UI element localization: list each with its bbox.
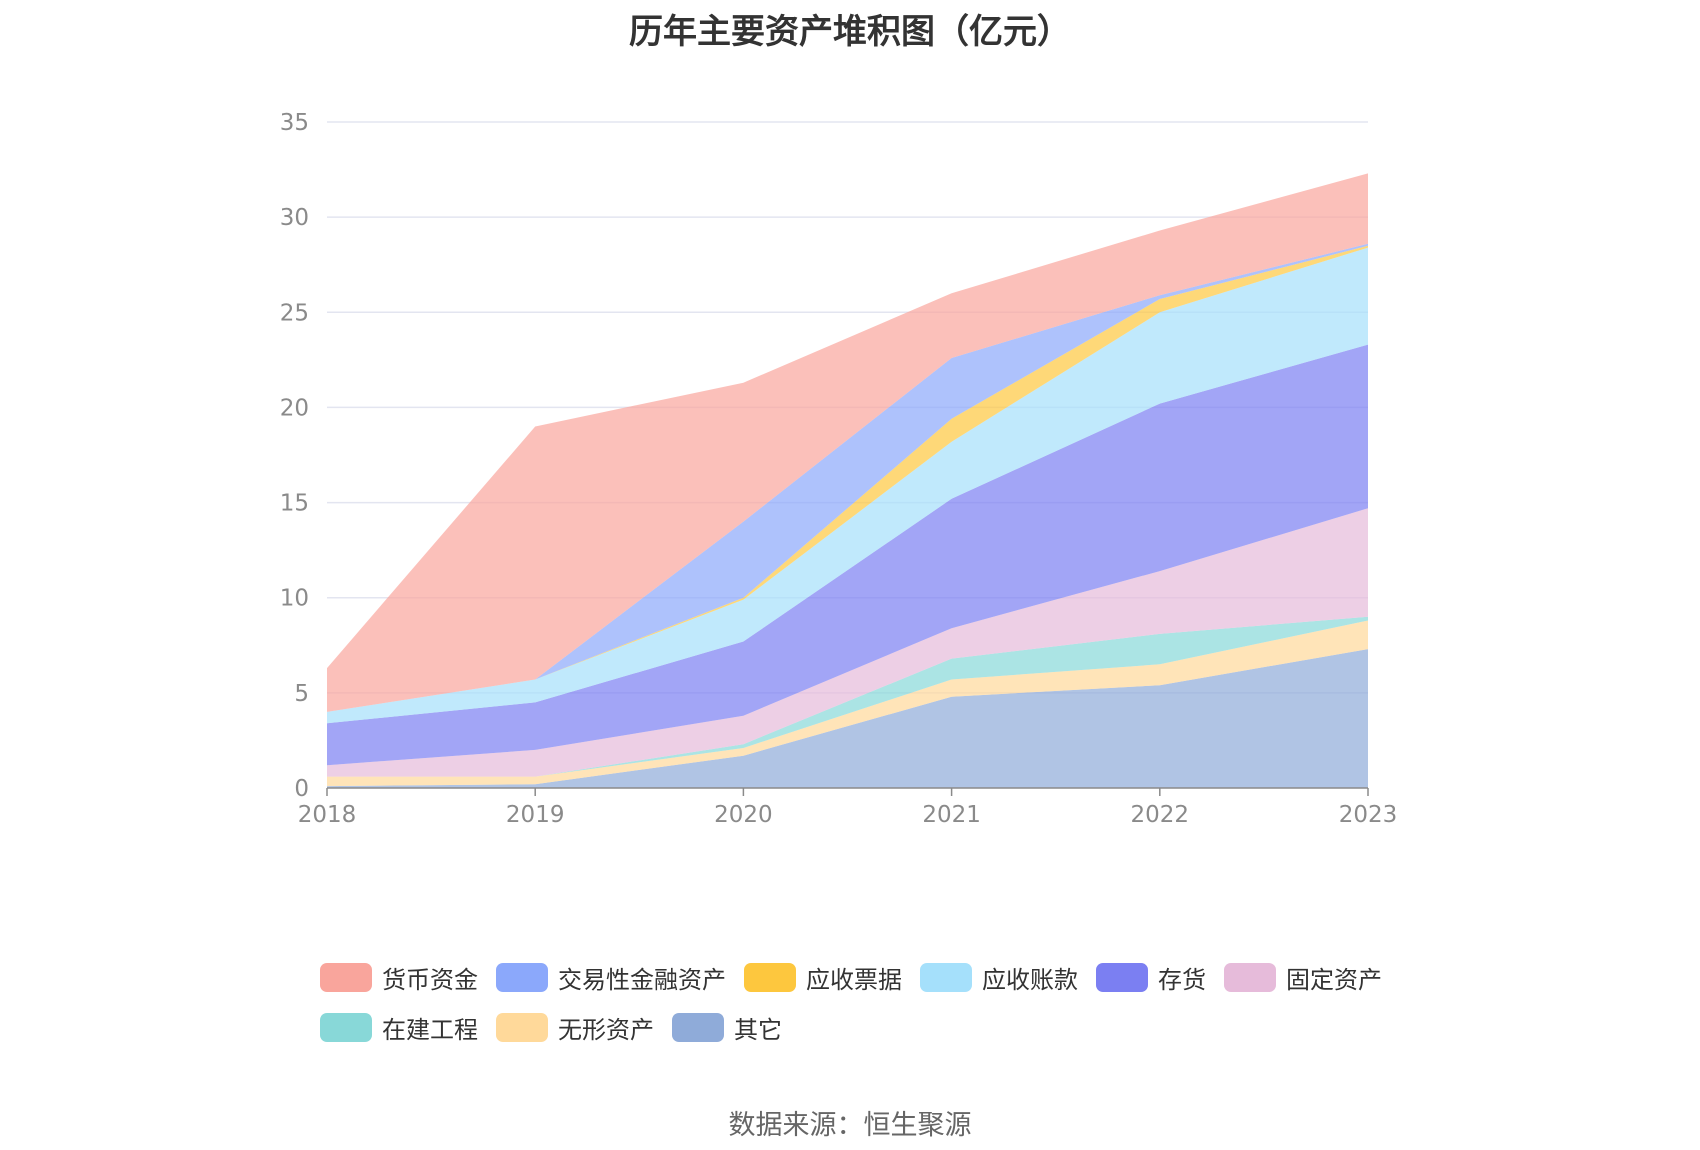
y-tick-label-5: 5 [294,681,309,707]
area-series [327,173,1368,788]
x-tick-label-2022: 2022 [1131,802,1190,828]
legend-row: 货币资金 交易性金融资产 应收票据 应收账款 存货 固定资产 [320,952,1420,1002]
legend-label: 交易性金融资产 [558,965,726,994]
legend: 货币资金 交易性金融资产 应收票据 应收账款 存货 固定资产在建工程 无形资产 其它 [320,952,1420,1052]
x-tick-label-2020: 2020 [714,802,773,828]
legend-item[interactable]: 无形资产 [496,1010,654,1045]
y-tick-label-30: 30 [280,205,309,231]
legend-label: 固定资产 [1286,965,1382,994]
data-source-note: 数据来源：恒生聚源 [728,1110,972,1141]
x-tick-label-2019: 2019 [506,802,565,828]
legend-label: 货币资金 [382,965,478,994]
legend-item[interactable]: 交易性金融资产 [496,960,726,995]
legend-swatch [1224,962,1276,992]
legend-label: 在建工程 [382,1015,478,1044]
axes: 0 5 10 15 20 25 30 35 2018 2019 2020 2021 2022 2023 [280,110,1398,828]
legend-item[interactable]: 在建工程 [320,1010,478,1045]
legend-label: 存货 [1158,965,1206,994]
legend-item[interactable]: 货币资金 [320,960,478,995]
legend-label: 无形资产 [558,1015,654,1044]
area-series-8 [327,173,1368,712]
legend-label: 应收账款 [982,965,1078,994]
area-series-5 [327,247,1368,724]
x-tick-label-2021: 2021 [922,802,981,828]
legend-row: 在建工程 无形资产 其它 [320,1002,1420,1052]
legend-label: 其它 [734,1015,782,1044]
y-tick-label-10: 10 [280,586,309,612]
y-tick-label-0: 0 [294,776,309,802]
legend-item[interactable]: 应收票据 [744,960,902,995]
y-tick-label-15: 15 [280,491,309,517]
chart-title: 历年主要资产堆积图（亿元） [629,12,1071,52]
area-series-2 [327,616,1368,777]
legend-swatch [744,962,796,992]
y-tick-label-35: 35 [280,110,309,136]
x-tick-label-2023: 2023 [1339,802,1398,828]
area-series-7 [327,243,1368,712]
legend-swatch [1096,962,1148,992]
x-tick-label-2018: 2018 [298,802,357,828]
legend-swatch [672,1012,724,1042]
legend-item[interactable]: 存货 [1096,960,1206,995]
y-tick-label-20: 20 [280,395,309,421]
legend-swatch [496,962,548,992]
legend-swatch [320,1012,372,1042]
legend-swatch [320,962,372,992]
area-series-0 [327,649,1368,788]
y-tick-label-25: 25 [280,300,309,326]
legend-label: 应收票据 [806,965,902,994]
legend-item[interactable]: 其它 [672,1010,782,1045]
legend-swatch [496,1012,548,1042]
legend-swatch [920,962,972,992]
legend-item[interactable]: 固定资产 [1224,960,1382,995]
legend-item[interactable]: 应收账款 [920,960,1078,995]
area-series-4 [327,344,1368,766]
